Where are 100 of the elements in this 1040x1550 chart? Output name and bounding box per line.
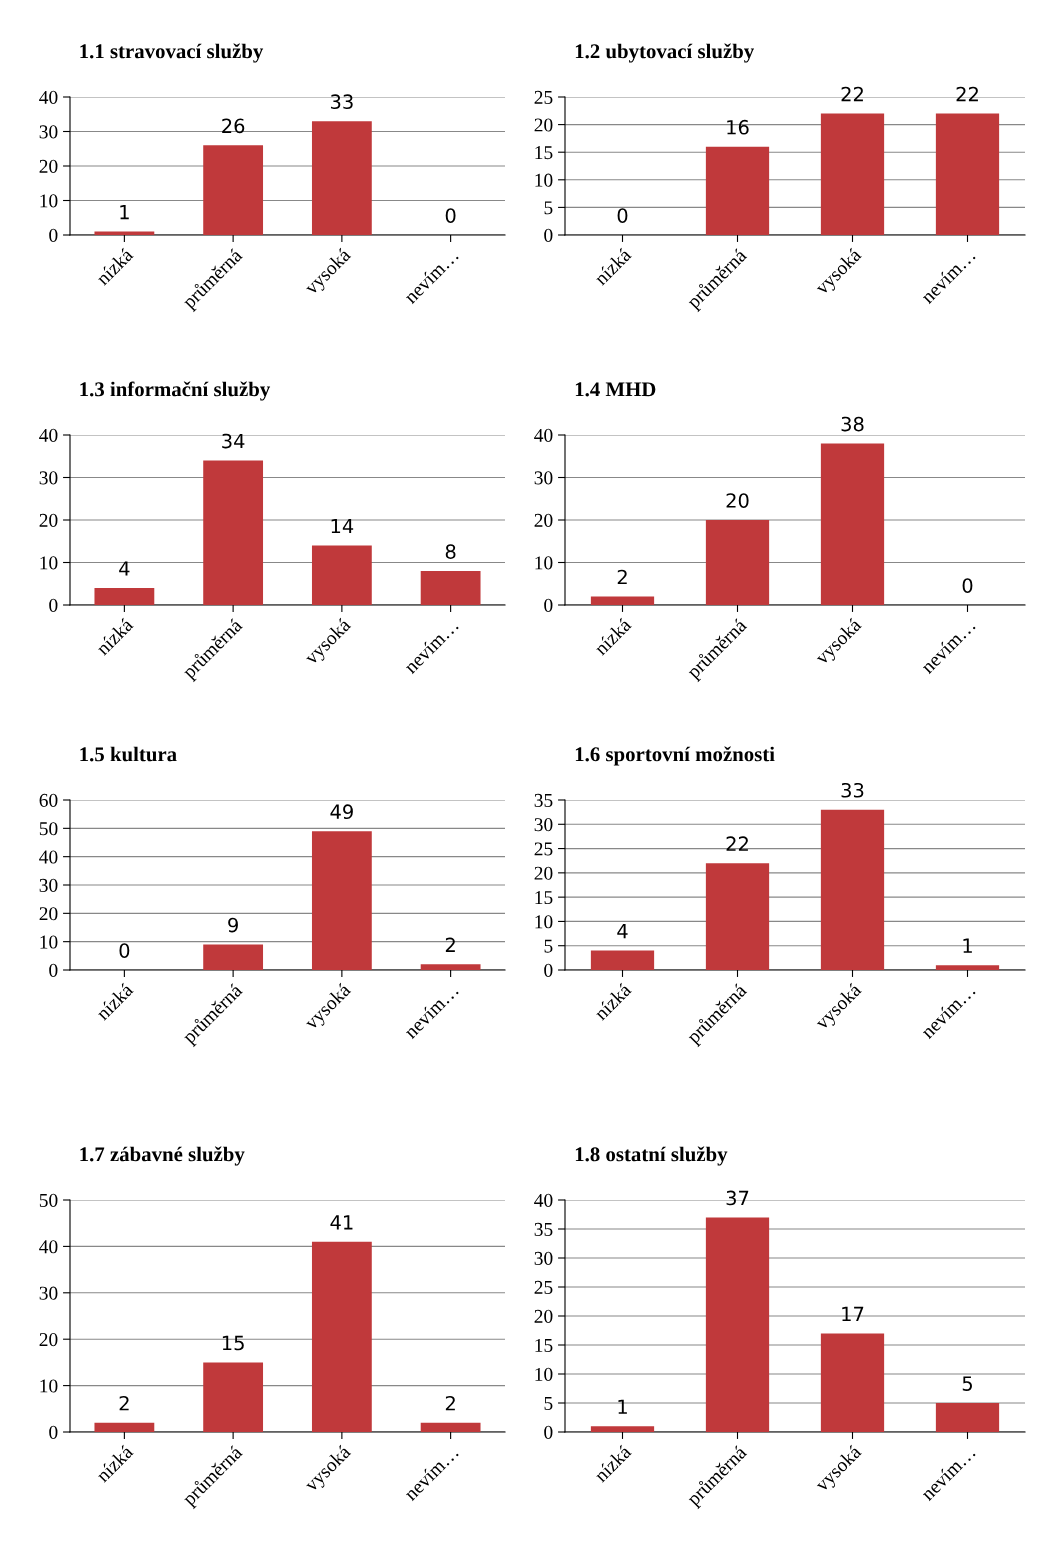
y-tick-label: 10: [535, 556, 553, 570]
y-tick-label: 20: [39, 513, 58, 527]
y-tick-label: 0: [544, 228, 553, 242]
data-label: 22: [726, 836, 748, 851]
y-tick-label: 5: [544, 1397, 553, 1410]
y-tick-label: 25: [534, 842, 553, 856]
data-label: 20: [726, 493, 749, 508]
data-label: 37: [726, 1190, 749, 1206]
y-tick-label: 30: [39, 125, 58, 139]
bar: [420, 571, 481, 605]
y-tick-label: 15: [535, 146, 553, 160]
y-tick-label: 40: [39, 90, 58, 104]
y-tick-label: 0: [49, 1425, 58, 1439]
data-label: 2: [119, 1395, 129, 1411]
data-label: 41: [330, 1215, 353, 1230]
y-tick-label: 10: [40, 935, 58, 949]
data-label: 1: [963, 938, 972, 953]
y-tick-label: 20: [39, 159, 58, 173]
y-tick-label: 20: [39, 1333, 58, 1347]
y-tick-label: 0: [49, 963, 58, 977]
bar: [311, 1241, 372, 1432]
data-label: 14: [331, 518, 354, 534]
y-tick-label: 10: [535, 915, 553, 929]
y-tick-label: 10: [535, 173, 553, 187]
data-label: 0: [617, 208, 628, 223]
data-label: 1: [120, 205, 129, 220]
bar: [203, 460, 264, 605]
data-label: 9: [228, 917, 238, 933]
y-tick-label: 30: [534, 471, 553, 485]
data-label: 16: [727, 119, 749, 135]
bar: [820, 809, 885, 970]
data-label: 15: [222, 1335, 244, 1351]
chart-title: 1.6 sportovní možnosti: [575, 746, 775, 766]
data-label: 4: [119, 561, 130, 576]
data-label: 8: [445, 544, 456, 559]
bar: [705, 520, 770, 605]
data-label: 0: [962, 578, 973, 593]
y-tick-label: 60: [39, 793, 58, 807]
bar: [820, 443, 885, 605]
y-tick-label: 0: [49, 598, 58, 612]
data-label: 33: [330, 94, 353, 110]
bar: [94, 588, 155, 605]
bar: [705, 1217, 770, 1432]
data-label: 2: [445, 937, 455, 952]
bar: [311, 121, 372, 235]
y-tick-label: 40: [534, 428, 553, 442]
y-tick-label: 15: [535, 891, 553, 905]
y-tick-label: 10: [535, 1367, 553, 1381]
y-tick-label: 20: [534, 513, 553, 527]
chart-title: 1.3 informační služby: [80, 381, 271, 401]
y-tick-label: 25: [534, 1280, 553, 1294]
y-tick-label: 5: [544, 201, 553, 215]
data-label: 4: [617, 924, 628, 939]
bar: [311, 831, 372, 970]
y-tick-label: 35: [534, 1222, 553, 1236]
y-tick-label: 30: [39, 878, 58, 892]
bar: [705, 863, 770, 970]
chart-title: 1.4 MHD: [575, 382, 656, 397]
data-label: 22: [841, 86, 863, 102]
bar: [935, 965, 1000, 970]
y-tick-label: 10: [40, 1379, 58, 1393]
y-tick-label: 30: [39, 471, 58, 485]
y-tick-label: 10: [40, 556, 58, 570]
y-tick-label: 20: [534, 866, 553, 880]
y-tick-label: 40: [534, 1193, 553, 1207]
bar: [311, 545, 372, 605]
data-label: 5: [962, 1376, 972, 1391]
y-tick-label: 30: [39, 1286, 58, 1300]
bar: [590, 596, 655, 605]
data-label: 34: [222, 433, 245, 449]
y-tick-label: 0: [544, 1425, 553, 1439]
chart-title: 1.8 ostatní služby: [575, 1146, 728, 1166]
y-tick-label: 40: [39, 850, 58, 864]
y-tick-label: 30: [534, 818, 553, 832]
data-label: 33: [841, 782, 864, 798]
data-label: 26: [222, 118, 245, 134]
y-tick-label: 5: [544, 939, 553, 953]
y-tick-label: 35: [534, 793, 553, 807]
chart-title: 1.5 kultura: [80, 746, 177, 762]
bar: [203, 944, 264, 970]
data-label: 22: [956, 86, 978, 102]
y-tick-label: 40: [39, 1240, 58, 1254]
y-tick-label: 50: [39, 822, 58, 836]
data-label: 2: [445, 1395, 455, 1411]
data-label: 49: [330, 804, 353, 820]
chart-title: 1.7 zábavné služby: [80, 1146, 245, 1166]
data-label: 0: [119, 943, 130, 958]
y-tick-label: 15: [535, 1338, 553, 1352]
y-tick-label: 20: [39, 907, 58, 921]
y-tick-label: 30: [534, 1251, 553, 1265]
data-label: 2: [617, 569, 627, 585]
y-tick-label: 50: [39, 1193, 58, 1207]
y-tick-label: 0: [544, 598, 553, 612]
bar: [203, 145, 264, 235]
y-tick-label: 10: [40, 194, 58, 208]
bar: [94, 1422, 155, 1432]
bar: [203, 1362, 264, 1432]
bar: [820, 1333, 885, 1432]
chart-title: 1.1 stravovací služby: [80, 43, 264, 63]
y-tick-label: 0: [49, 228, 58, 242]
